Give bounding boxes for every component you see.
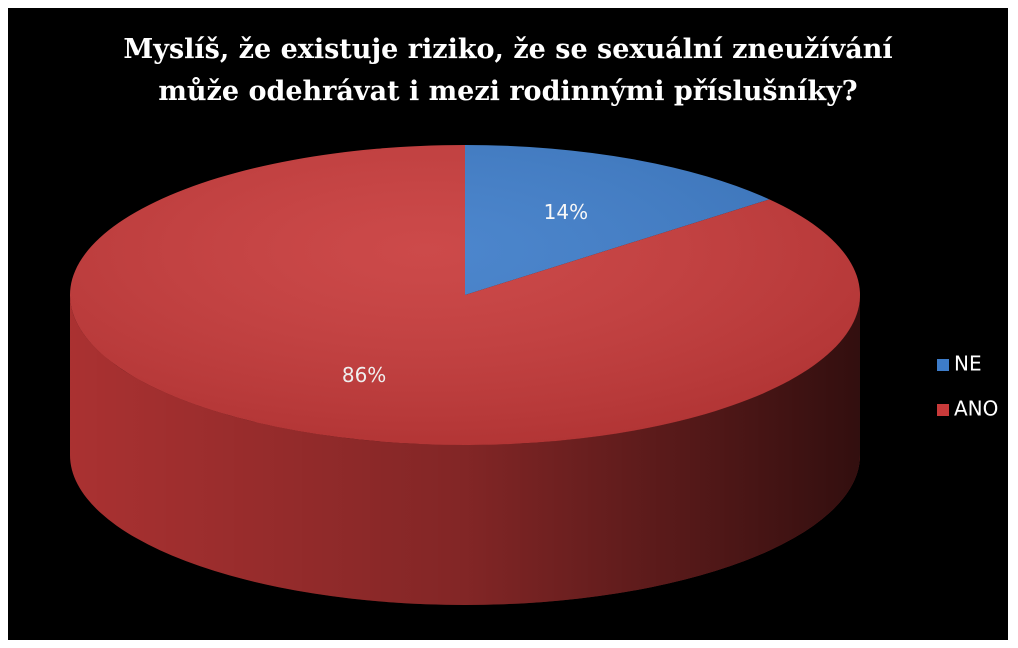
- pie-top-shade: [70, 145, 860, 445]
- legend-swatch: [937, 359, 949, 371]
- legend-label: ANO: [954, 397, 998, 421]
- legend-swatch: [937, 404, 949, 416]
- chart-title: Myslíš, že existuje riziko, že se sexuál…: [123, 34, 893, 65]
- pie-side-shade: [70, 295, 860, 605]
- legend-label: NE: [954, 352, 982, 376]
- chart-title: může odehrávat i mezi rodinnými příslušn…: [158, 75, 857, 107]
